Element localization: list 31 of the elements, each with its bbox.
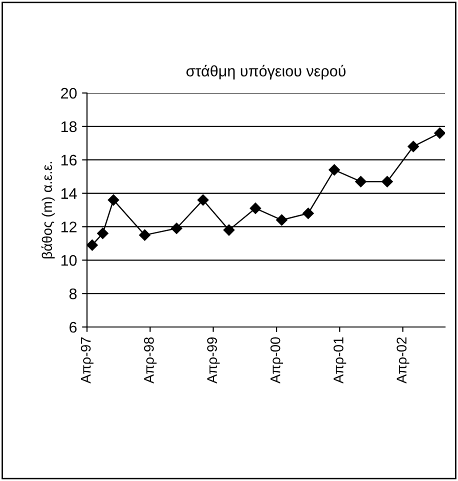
x-tick-label: Απρ-00: [270, 337, 284, 384]
point: [87, 239, 98, 251]
point: [223, 224, 235, 236]
point: [408, 140, 419, 152]
point: [302, 208, 314, 219]
y-tick-label: 8: [69, 288, 77, 300]
point: [328, 164, 340, 176]
y-tick-label: 18: [61, 121, 77, 132]
y-tick-label: 20: [61, 88, 77, 99]
point: [139, 229, 150, 241]
point: [276, 214, 288, 226]
point: [197, 194, 209, 206]
point: [355, 176, 366, 188]
x-tick-label: Απρ-01: [334, 337, 346, 384]
y-axis-title: βάθος (m) α.ε.ε.: [41, 162, 55, 258]
point: [108, 194, 120, 206]
y-tick-label: 16: [61, 154, 77, 166]
x-tick-label: Απρ-02: [396, 337, 410, 384]
point: [382, 176, 393, 188]
y-tick-label: 10: [61, 255, 77, 266]
point: [170, 222, 182, 234]
x-tick-label: Απρ-97: [80, 337, 94, 384]
point: [97, 228, 108, 240]
x-tick-label: Απρ-99: [207, 337, 220, 384]
point: [250, 202, 262, 214]
chart-title: στάθμη υπόγειου νερού: [186, 64, 346, 80]
point: [434, 128, 445, 139]
y-tick-label: 12: [61, 222, 77, 232]
x-tick-label: Απρ-98: [144, 337, 157, 384]
y-tick-label: 6: [70, 322, 77, 333]
y-tick-label: 14: [61, 188, 77, 199]
